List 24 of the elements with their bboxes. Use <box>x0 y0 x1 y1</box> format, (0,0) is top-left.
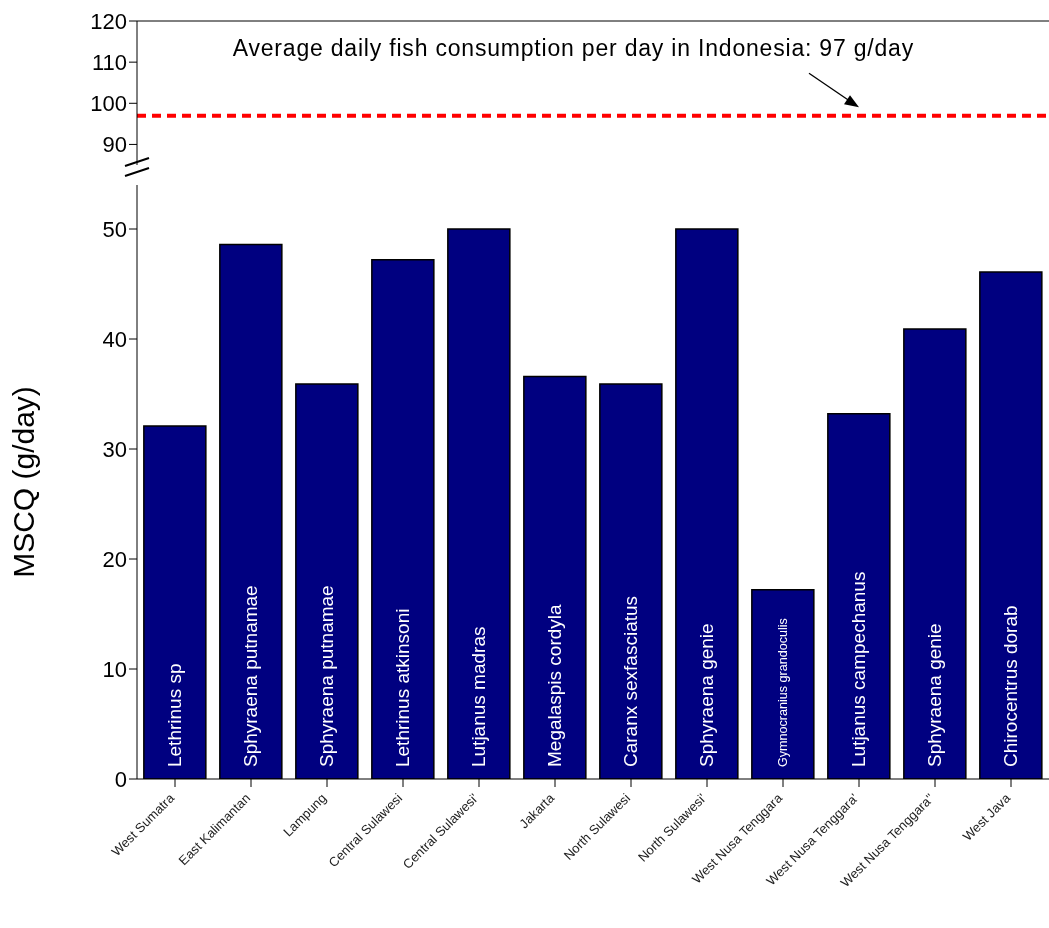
y-tick-label: 10 <box>102 656 127 682</box>
data-label: Gymnocranius grandoculis <box>775 618 790 767</box>
data-label: Lutjanus madras <box>468 626 490 767</box>
y-tick-label: 110 <box>91 49 127 75</box>
y-tick-label: 30 <box>102 436 127 462</box>
data-label: Lethrinus sp <box>164 663 186 767</box>
y-tick-label: 20 <box>102 546 127 572</box>
y-tick-label: 50 <box>102 216 127 242</box>
y-axis-title: MSCQ (g/day) <box>6 386 40 578</box>
y-tick-label: 0 <box>114 766 127 792</box>
data-label: Megalaspis cordyla <box>544 603 566 767</box>
data-label: Caranx sexfasciatus <box>620 595 642 767</box>
data-label: Lutjanus campechanus <box>848 571 870 767</box>
annotation: Average daily fish consumption per day in Indonesia: 97 g/day <box>232 35 914 61</box>
data-label: Lethrinus atkinsoni <box>392 608 414 767</box>
data-label: Sphyraena genie <box>696 623 718 767</box>
y-tick-label: 40 <box>102 326 127 352</box>
data-label: Sphyraena putnamae <box>240 585 262 767</box>
y-tick-label: 120 <box>90 8 127 34</box>
y-tick-label: 90 <box>102 132 127 158</box>
data-label: Sphyraena genie <box>924 623 946 767</box>
data-label: Chirocentrus dorab <box>1000 605 1022 767</box>
y-tick-label: 100 <box>90 91 127 117</box>
data-label: Sphyraena putnamae <box>316 585 338 767</box>
